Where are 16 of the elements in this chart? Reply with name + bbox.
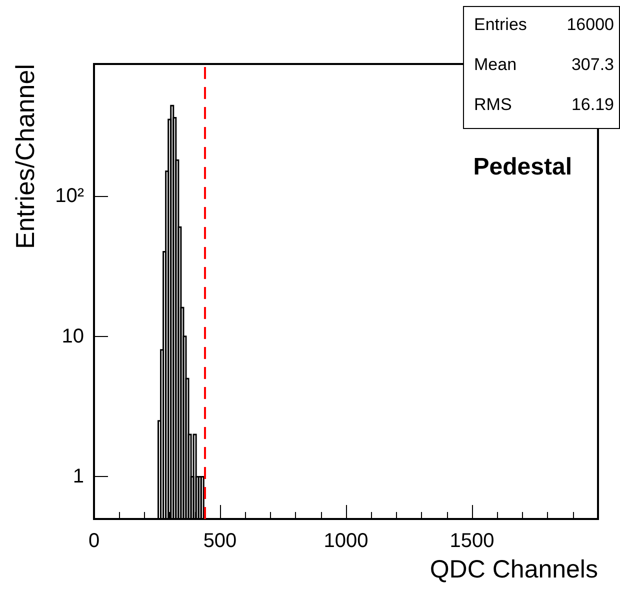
x-tick-label: 500: [203, 530, 237, 552]
annotation: 307.3: [571, 55, 614, 74]
annotation: Pedestal: [473, 154, 572, 180]
annotation: RMS: [474, 95, 512, 114]
text: Entries: [474, 15, 527, 34]
y-tick-label: 10: [62, 325, 84, 348]
x-tick-label: 1500: [450, 530, 494, 552]
x-tick-label: 1000: [324, 530, 368, 552]
x-tick-label: 0: [88, 530, 100, 552]
annotation: Mean: [474, 55, 517, 74]
y-tick-label: 1: [72, 466, 84, 488]
x-axis-title: QDC Channels: [430, 556, 598, 584]
annotation: 16.19: [571, 95, 614, 114]
y-tick-label: 10²: [55, 184, 84, 207]
text: 16000: [566, 15, 614, 34]
y-axis-title: Entries/Channel: [10, 64, 40, 249]
